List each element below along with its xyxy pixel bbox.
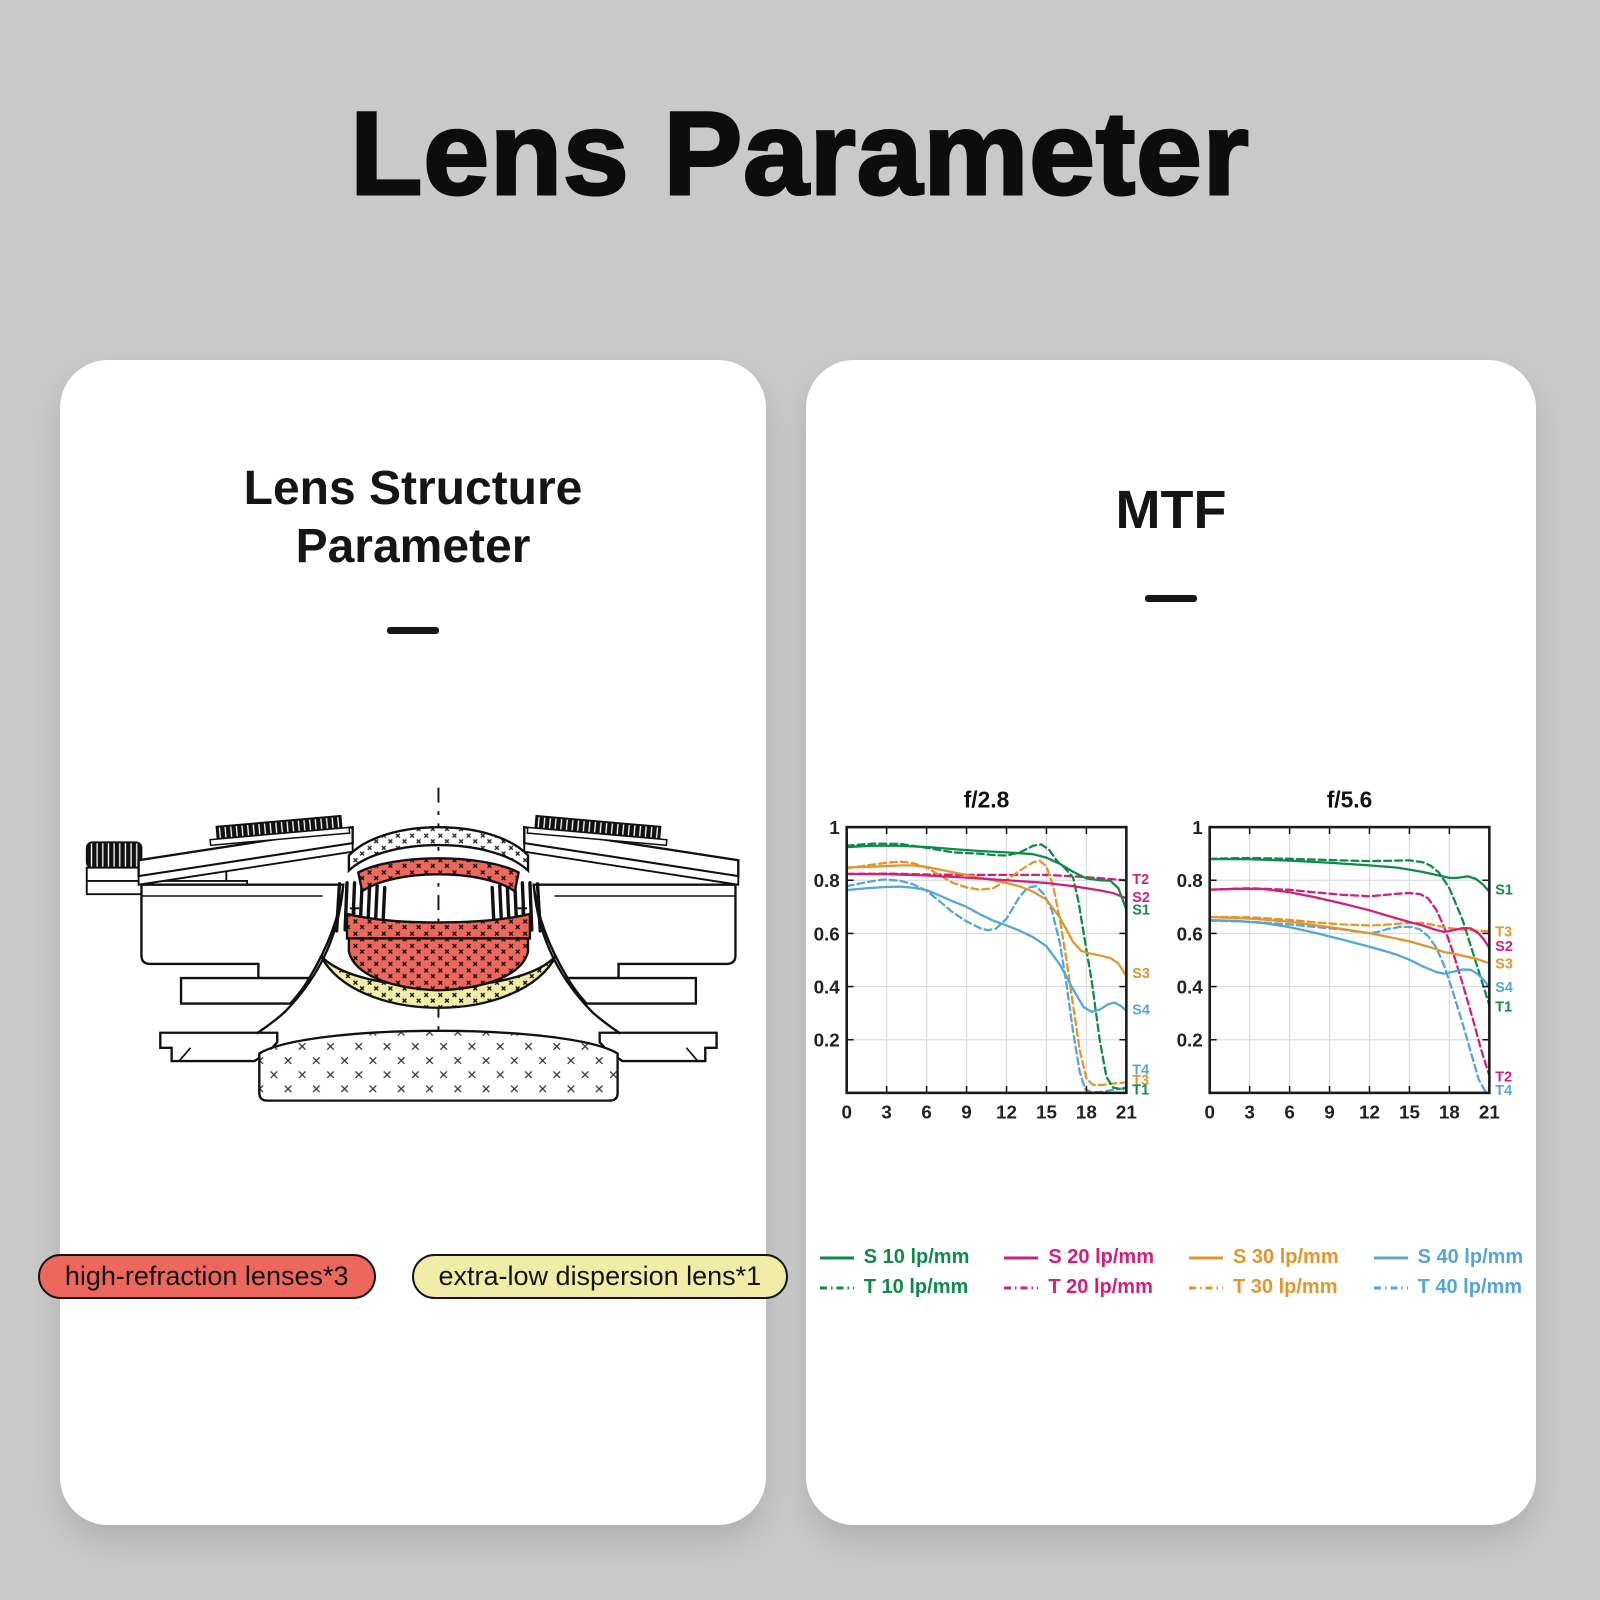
lens-structure-diagram [83,760,743,1132]
mtf-card: MTF f/2.8 0 3 6 9 12 15 18 21 0.2 0.4 0.6 0.8 1 T2 T3 T4… [806,360,1536,1525]
svg-text:12: 12 [996,1102,1017,1123]
svg-text:S1: S1 [1132,902,1150,918]
svg-text:T3: T3 [1132,1073,1149,1089]
mtf-legend-item: S 20 lp/mm [1003,1246,1154,1269]
mtf-legend-item: T 10 lp/mm [819,1276,970,1299]
svg-text:T1: T1 [1495,999,1512,1015]
mtf-legend-label: T 30 lp/mm [1233,1276,1338,1298]
svg-text:S1: S1 [1495,883,1513,899]
title-divider [387,627,439,635]
svg-text:21: 21 [1116,1102,1137,1123]
mtf-legend-item: S 40 lp/mm [1373,1246,1524,1269]
mtf-legend-label: T 20 lp/mm [1048,1276,1153,1298]
svg-text:S4: S4 [1495,980,1513,996]
svg-text:f/2.8: f/2.8 [964,786,1010,812]
lens-structure-card-title: Lens Structure Parameter [60,360,766,575]
svg-text:T2: T2 [1495,1069,1512,1085]
mtf-legend: S 10 lp/mm T 10 lp/mm S 20 lp/mm T 20 lp/mm… [806,1246,1536,1299]
mtf-legend-label: S 30 lp/mm [1233,1246,1339,1268]
svg-text:18: 18 [1076,1102,1097,1123]
svg-text:f/5.6: f/5.6 [1327,786,1373,812]
mtf-chart-f5.6: f/5.6 0 3 6 9 12 15 18 21 0.2 0.4 0.6 0.8 1 T2 T3 T4 T1 S4… [1177,786,1513,1123]
svg-text:T3: T3 [1495,925,1512,941]
svg-text:9: 9 [961,1102,971,1123]
svg-text:T4: T4 [1132,1062,1149,1078]
svg-text:0.8: 0.8 [1177,870,1203,891]
svg-text:1: 1 [1192,817,1202,838]
svg-text:15: 15 [1399,1102,1420,1123]
title-divider [1145,594,1197,602]
svg-text:1: 1 [829,817,839,838]
solid-line-swatch-icon [819,1256,854,1259]
svg-text:12: 12 [1359,1102,1380,1123]
svg-text:0.8: 0.8 [814,870,840,891]
svg-text:S3: S3 [1495,956,1513,972]
dashed-line-swatch-icon [1004,1286,1039,1289]
mtf-legend-item: T 40 lp/mm [1373,1276,1524,1299]
svg-text:T2: T2 [1132,872,1149,888]
mtf-legend-item: T 30 lp/mm [1188,1276,1339,1299]
svg-text:0.6: 0.6 [1177,923,1203,944]
mtf-charts-row: f/2.8 0 3 6 9 12 15 18 21 0.2 0.4 0.6 0.8 1 T2 T3 T4 T1 S4… [806,784,1536,1136]
mtf-legend-column: S 10 lp/mm T 10 lp/mm [819,1246,970,1299]
svg-text:18: 18 [1439,1102,1460,1123]
svg-text:9: 9 [1324,1102,1334,1123]
mtf-legend-label: T 10 lp/mm [863,1276,969,1298]
card-title-line2: Parameter [295,519,531,573]
mtf-legend-column: S 20 lp/mm T 20 lp/mm [1003,1246,1154,1299]
solid-line-swatch-icon [1189,1256,1223,1259]
dashed-line-swatch-icon [819,1286,854,1289]
lens-legend-row: high-refraction lenses*3 extra-low dispe… [37,1254,789,1299]
svg-text:T4: T4 [1495,1083,1512,1099]
mtf-legend-label: S 40 lp/mm [1417,1246,1524,1268]
mtf-card-title: MTF [1115,480,1227,540]
svg-text:15: 15 [1036,1102,1057,1123]
svg-text:S4: S4 [1132,1003,1150,1019]
high-refraction-badge: high-refraction lenses*3 [37,1254,376,1299]
solid-line-swatch-icon [1373,1256,1408,1259]
mtf-legend-item: T 20 lp/mm [1003,1276,1154,1299]
dashed-line-swatch-icon [1189,1286,1223,1289]
svg-text:3: 3 [1244,1102,1254,1123]
svg-text:S2: S2 [1495,939,1513,955]
mtf-legend-label: T 40 lp/mm [1417,1276,1523,1298]
svg-text:0: 0 [1204,1102,1214,1123]
mtf-legend-label: S 20 lp/mm [1048,1246,1154,1268]
mtf-legend-column: S 40 lp/mm T 40 lp/mm [1373,1246,1524,1299]
svg-text:0.4: 0.4 [814,977,841,998]
page-title: Lens Parameter [349,87,1250,222]
svg-text:T1: T1 [1132,1083,1149,1099]
svg-text:0.2: 0.2 [1177,1030,1203,1051]
svg-text:S2: S2 [1132,890,1150,906]
mtf-legend-label: S 10 lp/mm [863,1246,970,1268]
mtf-legend-column: S 30 lp/mm T 30 lp/mm [1188,1246,1339,1299]
card-title-line1: Lens Structure [243,462,583,515]
lens-structure-card: Lens Structure Parameter [37,360,789,1525]
low-dispersion-badge: extra-low dispersion lens*1 [411,1254,789,1299]
svg-text:6: 6 [921,1102,931,1123]
svg-text:0: 0 [841,1102,851,1123]
mtf-legend-item: S 30 lp/mm [1188,1246,1339,1269]
svg-text:6: 6 [1284,1102,1294,1123]
dashed-line-swatch-icon [1373,1286,1408,1289]
svg-text:S3: S3 [1132,966,1150,982]
svg-text:0.6: 0.6 [814,923,840,944]
svg-text:21: 21 [1479,1102,1500,1123]
svg-text:3: 3 [881,1102,891,1123]
mtf-legend-item: S 10 lp/mm [819,1246,970,1269]
svg-text:0.4: 0.4 [1177,977,1204,998]
solid-line-swatch-icon [1004,1256,1039,1259]
svg-text:0.2: 0.2 [814,1030,840,1051]
lens-cross-section-svg [85,787,740,1109]
